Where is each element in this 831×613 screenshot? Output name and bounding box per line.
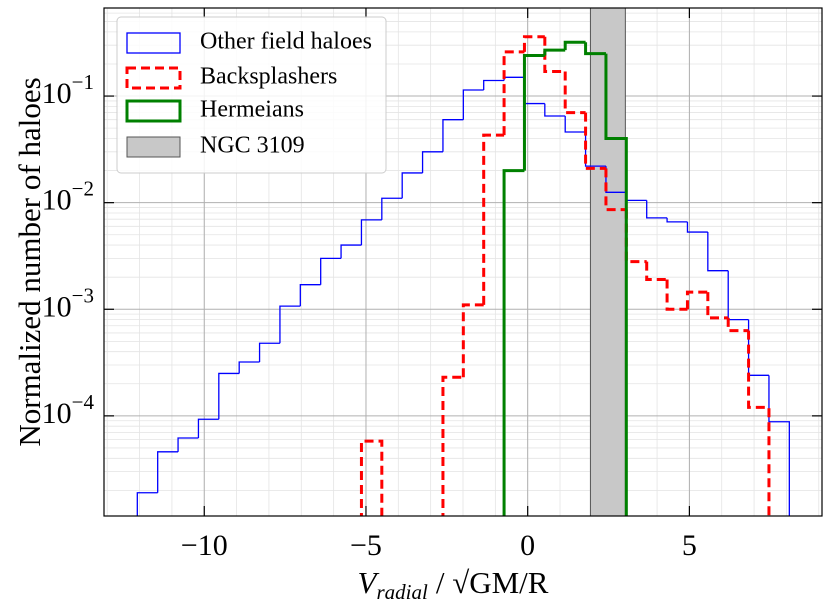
histogram-bin [360,219,382,246]
histogram-bin [544,103,566,117]
histogram-bin [584,112,606,170]
histogram-bin [483,79,505,90]
histogram-bin [441,375,464,516]
histogram-bin [157,451,179,493]
y-tick-label: 10−2 [42,176,94,216]
histogram-bin [645,261,668,282]
histogram-bin [461,303,484,378]
histogram-bin [197,418,219,438]
y-tick-label: 10−1 [42,70,94,110]
histogram-bin [563,40,586,51]
plot-frame [103,7,823,517]
legend-label: NGC 3109 [200,133,305,159]
histogram-bin [320,257,342,285]
histogram-bin [543,36,566,73]
y-axis-label: Normalized number of haloes [12,77,47,446]
histogram-bin [401,172,423,199]
histogram-bin [686,221,708,233]
histogram-bin [685,290,708,310]
histogram-bin [543,48,566,56]
histogram-bin [279,305,301,344]
histogram-bin [522,54,545,171]
histogram-bin [136,492,158,516]
legend-patch [126,32,181,54]
histogram-bin [503,76,525,81]
histogram-bin [462,89,484,120]
x-axis-label: Vradial / √GM/R [358,565,549,604]
x-axis-label-part: / √GM/R [436,565,549,600]
legend-patch [125,99,182,123]
histogram-bin [482,133,505,305]
histogram-bin [604,53,628,516]
x-tick-label: 5 [682,529,697,562]
histogram-bin [299,284,321,307]
histogram-bin [177,437,199,452]
histogram-bin [381,197,403,220]
histogram-bin [522,35,545,52]
legend-patch [126,136,181,158]
x-tick-label: 0 [520,529,535,562]
histogram-bin [768,375,790,516]
histogram-bin [747,330,771,516]
histogram-bin [238,361,260,374]
legend-label: Hermeians [200,97,304,123]
histogram-bin [584,42,606,56]
histogram-bin [359,439,384,516]
histogram-bin [646,200,668,219]
histogram-bin [625,192,647,202]
y-tick-label: 10−4 [42,390,95,430]
histogram-bin [727,270,749,321]
x-tick-label: −10 [181,529,228,562]
histogram-bin [502,169,525,516]
legend-patch [125,66,182,90]
plot-area [136,8,790,516]
histogram-bin [666,217,688,223]
histogram-bin [707,232,729,272]
legend-label: Backsplashers [200,64,337,90]
histogram-bin [218,372,240,420]
histogram-bin [665,279,688,311]
histogram-bin [421,151,443,173]
histogram-bin [726,317,749,333]
x-axis-label-part: V [358,565,380,600]
histogram-bin [624,209,647,264]
x-tick-label: −5 [350,529,382,562]
legend-box [116,16,387,174]
legend-label: Other field haloes [200,29,372,55]
histogram-bin [442,119,464,152]
histogram-bin [747,319,769,376]
histogram-bin [340,244,362,259]
histogram-bin [706,292,729,320]
histogram-bin [564,116,586,133]
histogram-bin [258,342,280,363]
x-axis-label-part: radial [376,580,428,604]
span [589,8,626,516]
y-tick-label: 10−3 [42,283,94,323]
